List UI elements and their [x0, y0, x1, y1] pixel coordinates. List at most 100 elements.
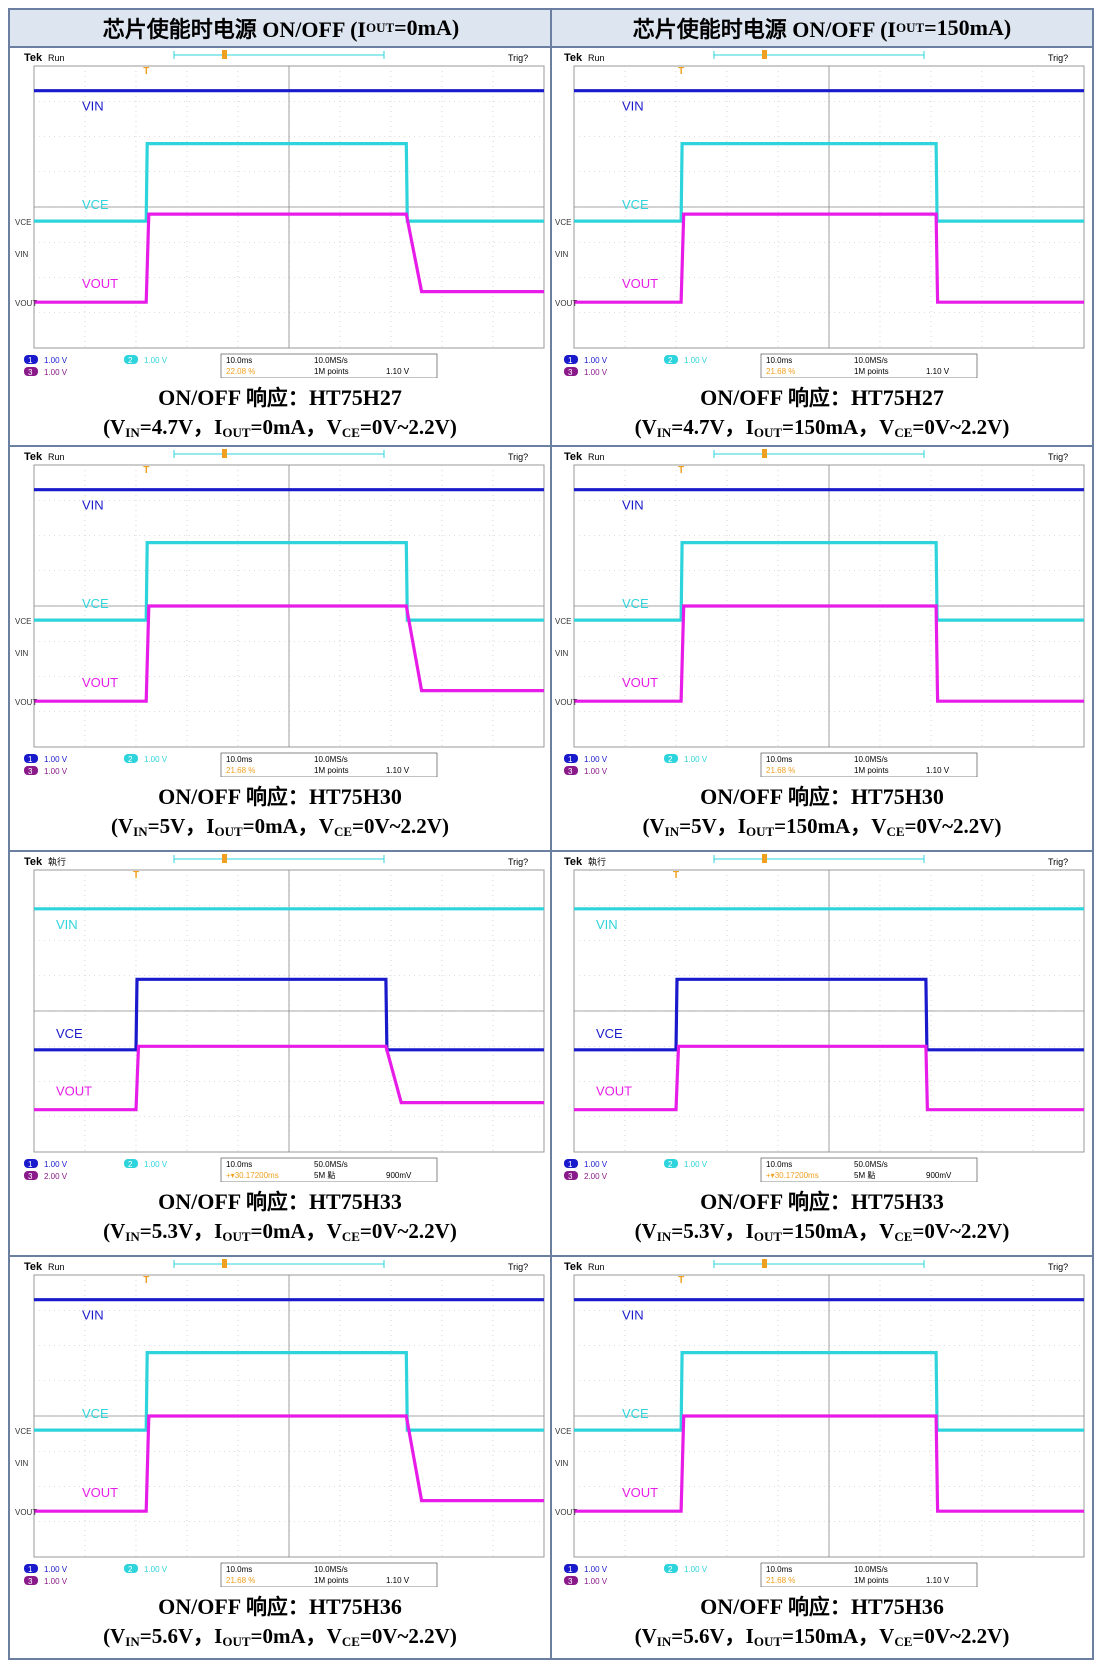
run-status: Run [588, 53, 605, 63]
graticule [33, 464, 545, 748]
trigger-level: 1.10 V [926, 766, 950, 775]
caption-conditions-h30-150: (VIN=5V，IOUT=150mA，VCE=0V~2.2V) [642, 814, 1002, 839]
trig-status: Trig? [508, 53, 528, 63]
channel-badge-1: 1 [28, 755, 33, 764]
scope-panel-h27-0: Tek Run Trig? T VIN VCE VOUT VCE VIN VOUT 1 1.00 V 3… [14, 48, 546, 378]
timebase: 10.0ms [226, 755, 252, 764]
channel-scale-2: 1.00 V [144, 1565, 168, 1574]
channel-scale-1: 1.00 V [584, 1565, 608, 1574]
label-vin: VIN [56, 917, 78, 932]
channel-scale-1: 1.00 V [44, 1565, 68, 1574]
channel-badge-2: 2 [668, 1160, 673, 1169]
label-vout: VOUT [596, 1084, 632, 1099]
label-vin: VIN [596, 917, 618, 932]
record-length: 5M 點 [314, 1170, 335, 1180]
channel-marker-vin: VIN [555, 1459, 569, 1468]
sample-rate: 50.0MS/s [314, 1160, 348, 1169]
trig-status: Trig? [1048, 53, 1068, 63]
run-status: 執行 [48, 856, 66, 867]
scope-panel-h33-150: Tek 執行 Trig? T VIN VCE VOUT 1 1.00 V 3 2.00 V 2 1.00… [554, 852, 1086, 1182]
label-vin: VIN [82, 498, 104, 513]
trigger-level: 900mV [926, 1171, 952, 1180]
tek-logo: Tek [564, 856, 583, 868]
scope-panel-h36-0: Tek Run Trig? T VIN VCE VOUT VCE VIN VOUT 1 1.00 V 3… [14, 1257, 546, 1587]
timebase: 10.0ms [766, 1160, 792, 1169]
channel-badge-3: 3 [568, 1172, 573, 1181]
tek-logo: Tek [564, 52, 583, 64]
label-vce: VCE [622, 596, 649, 611]
sample-rate: 10.0MS/s [314, 356, 348, 365]
timebase: 10.0ms [766, 1565, 792, 1574]
channel-marker-vout: VOUT [555, 698, 577, 707]
trigger-position: 21.68 % [766, 1576, 795, 1585]
graticule [33, 869, 545, 1153]
run-status: Run [588, 452, 605, 462]
trigger-position-marker [222, 50, 227, 59]
label-vce: VCE [82, 197, 109, 212]
caption-conditions-h27-0: (VIN=4.7V，IOUT=0mA，VCE=0V~2.2V) [103, 415, 457, 440]
channel-scale-3: 2.00 V [584, 1172, 608, 1181]
channel-badge-1: 1 [28, 356, 33, 365]
run-status: Run [588, 1262, 605, 1272]
channel-marker-vout: VOUT [15, 1508, 37, 1517]
trigger-level: 900mV [386, 1171, 412, 1180]
timebase: 10.0ms [766, 755, 792, 764]
channel-badge-2: 2 [668, 755, 673, 764]
caption-conditions-h33-0: (VIN=5.3V，IOUT=0mA，VCE=0V~2.2V) [103, 1219, 457, 1244]
channel-marker-vce: VCE [555, 1427, 571, 1436]
channel-scale-2: 1.00 V [144, 1160, 168, 1169]
trigger-t-icon: T [143, 465, 149, 476]
trigger-level: 1.10 V [926, 1576, 950, 1585]
channel-marker-vin: VIN [15, 649, 29, 658]
trigger-position: +▾30.17200ms [766, 1171, 819, 1180]
trigger-position-marker [222, 854, 227, 863]
timebase: 10.0ms [226, 356, 252, 365]
label-vce: VCE [82, 1406, 109, 1421]
label-vce: VCE [622, 197, 649, 212]
trigger-t-icon: T [678, 66, 684, 77]
caption-title-h30-0: ON/OFF 响应：HT75H30 [158, 784, 402, 809]
trace-vout [34, 1044, 544, 1112]
channel-badge-3: 3 [568, 1577, 573, 1586]
sample-rate: 10.0MS/s [854, 356, 888, 365]
scope-panel-h27-150: Tek Run Trig? T VIN VCE VOUT VCE VIN VOUT 1 1.00 V 3… [554, 48, 1086, 378]
trace-vce [574, 541, 1084, 622]
record-length: 1M points [314, 367, 349, 376]
channel-scale-2: 1.00 V [684, 356, 708, 365]
trigger-position: +▾30.17200ms [226, 1171, 279, 1180]
trace-vce [34, 977, 544, 1052]
figure-frame: 芯片使能时电源 ON/OFF (I OUT =0mA) 芯片使能时电源 ON/OFF… [8, 8, 1094, 1660]
trace-vout [574, 1044, 1084, 1112]
trigger-t-icon: T [143, 1275, 149, 1286]
channel-scale-2: 1.00 V [144, 356, 168, 365]
trigger-t-icon: T [678, 1275, 684, 1286]
caption-title-h27-0: ON/OFF 响应：HT75H27 [158, 385, 402, 410]
label-vin: VIN [82, 1308, 104, 1323]
tek-logo: Tek [564, 451, 583, 463]
channel-badge-2: 2 [128, 755, 133, 764]
label-vin: VIN [82, 99, 104, 114]
channel-badge-1: 1 [28, 1565, 33, 1574]
trigger-t-icon: T [678, 465, 684, 476]
trigger-position-marker [762, 449, 767, 458]
caption-title-h36-150: ON/OFF 响应：HT75H36 [700, 1594, 944, 1619]
label-vout: VOUT [622, 1485, 658, 1500]
scope-panel-h36-150: Tek Run Trig? T VIN VCE VOUT VCE VIN VOUT 1 1.00 V 3… [554, 1257, 1086, 1587]
channel-badge-3: 3 [28, 1172, 33, 1181]
tek-logo: Tek [24, 856, 43, 868]
record-length: 1M points [314, 766, 349, 775]
trig-status: Trig? [508, 857, 528, 867]
channel-badge-3: 3 [28, 1577, 33, 1586]
caption-title-h33-150: ON/OFF 响应：HT75H33 [700, 1189, 944, 1214]
channel-scale-2: 1.00 V [684, 1160, 708, 1169]
trigger-position-marker [762, 854, 767, 863]
graticule [33, 65, 545, 349]
channel-badge-3: 3 [568, 767, 573, 776]
row-divider-3 [10, 1255, 1092, 1257]
label-vin: VIN [622, 498, 644, 513]
channel-marker-vout: VOUT [555, 299, 577, 308]
channel-marker-vce: VCE [15, 1427, 31, 1436]
channel-badge-2: 2 [128, 356, 133, 365]
trigger-position: 21.68 % [226, 766, 255, 775]
channel-marker-vout: VOUT [15, 299, 37, 308]
